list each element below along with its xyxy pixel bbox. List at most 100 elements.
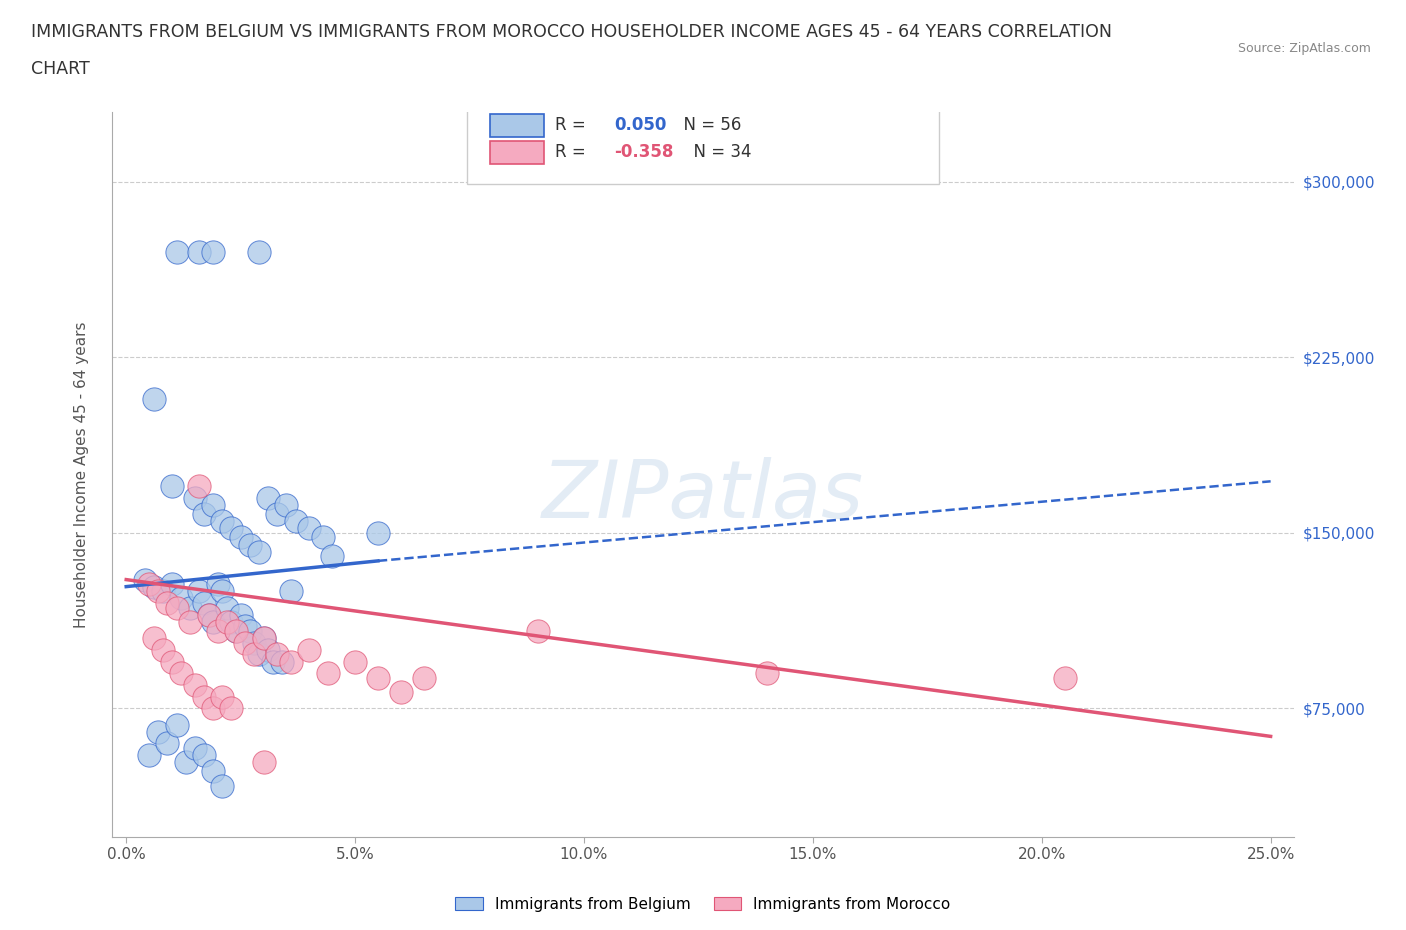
FancyBboxPatch shape	[467, 100, 939, 184]
Point	[174, 754, 197, 769]
Point	[188, 584, 211, 599]
Point	[160, 479, 183, 494]
Point	[316, 666, 339, 681]
Point	[233, 635, 256, 650]
Point	[321, 549, 343, 564]
Point	[202, 615, 225, 630]
Text: R =: R =	[555, 116, 592, 134]
Point	[179, 600, 201, 615]
Point	[156, 736, 179, 751]
Point	[225, 624, 247, 639]
Point	[166, 600, 188, 615]
Point	[527, 624, 550, 639]
Point	[197, 607, 219, 622]
Point	[221, 615, 243, 630]
Point	[262, 654, 284, 669]
Point	[138, 748, 160, 763]
Point	[152, 643, 174, 658]
Point	[193, 595, 215, 610]
Point	[298, 521, 321, 536]
FancyBboxPatch shape	[491, 113, 544, 137]
Text: ZIPatlas: ZIPatlas	[541, 457, 865, 535]
Text: 0.050: 0.050	[614, 116, 666, 134]
Point	[211, 513, 233, 528]
Point	[756, 666, 779, 681]
Point	[312, 530, 335, 545]
Point	[225, 624, 247, 639]
Text: IMMIGRANTS FROM BELGIUM VS IMMIGRANTS FROM MOROCCO HOUSEHOLDER INCOME AGES 45 - : IMMIGRANTS FROM BELGIUM VS IMMIGRANTS FR…	[31, 23, 1112, 41]
Point	[284, 513, 307, 528]
Point	[184, 740, 207, 755]
Text: CHART: CHART	[31, 60, 90, 78]
Point	[170, 666, 193, 681]
Point	[239, 624, 262, 639]
Point	[239, 537, 262, 551]
Point	[148, 584, 170, 599]
Point	[257, 643, 280, 658]
Point	[215, 600, 238, 615]
Point	[215, 615, 238, 630]
Point	[179, 615, 201, 630]
Point	[1053, 671, 1076, 685]
Point	[142, 392, 165, 406]
Point	[229, 530, 252, 545]
Point	[211, 584, 233, 599]
Text: -0.358: -0.358	[614, 143, 673, 161]
Point	[266, 507, 288, 522]
Point	[257, 490, 280, 505]
Point	[367, 525, 389, 540]
Point	[252, 631, 274, 645]
Point	[266, 647, 288, 662]
Point	[202, 498, 225, 512]
Point	[221, 701, 243, 716]
Point	[389, 684, 412, 699]
Point	[280, 654, 302, 669]
Point	[202, 764, 225, 779]
Point	[160, 577, 183, 591]
Point	[148, 724, 170, 739]
Text: N = 56: N = 56	[673, 116, 742, 134]
Point	[298, 643, 321, 658]
Point	[247, 245, 270, 259]
Point	[412, 671, 434, 685]
Point	[243, 635, 266, 650]
Point	[184, 490, 207, 505]
Point	[233, 619, 256, 634]
Point	[280, 584, 302, 599]
Point	[193, 748, 215, 763]
Point	[252, 754, 274, 769]
Point	[152, 584, 174, 599]
Point	[247, 544, 270, 559]
Point	[188, 479, 211, 494]
Point	[202, 701, 225, 716]
Point	[221, 521, 243, 536]
Point	[344, 654, 367, 669]
Point	[202, 245, 225, 259]
Point	[138, 577, 160, 591]
Point	[166, 245, 188, 259]
Y-axis label: Householder Income Ages 45 - 64 years: Householder Income Ages 45 - 64 years	[75, 321, 89, 628]
FancyBboxPatch shape	[491, 140, 544, 164]
Text: Source: ZipAtlas.com: Source: ZipAtlas.com	[1237, 42, 1371, 55]
Point	[211, 689, 233, 704]
Point	[156, 595, 179, 610]
Point	[247, 647, 270, 662]
Point	[170, 591, 193, 605]
Point	[188, 245, 211, 259]
Point	[270, 654, 292, 669]
Point	[229, 607, 252, 622]
Point	[142, 631, 165, 645]
Legend: Immigrants from Belgium, Immigrants from Morocco: Immigrants from Belgium, Immigrants from…	[449, 890, 957, 918]
Point	[184, 677, 207, 692]
Text: N = 34: N = 34	[683, 143, 751, 161]
Point	[243, 647, 266, 662]
Point	[207, 577, 229, 591]
Point	[193, 507, 215, 522]
Point	[160, 654, 183, 669]
Text: R =: R =	[555, 143, 592, 161]
Point	[193, 689, 215, 704]
Point	[207, 624, 229, 639]
Point	[197, 607, 219, 622]
Point	[166, 717, 188, 732]
Point	[134, 572, 156, 587]
